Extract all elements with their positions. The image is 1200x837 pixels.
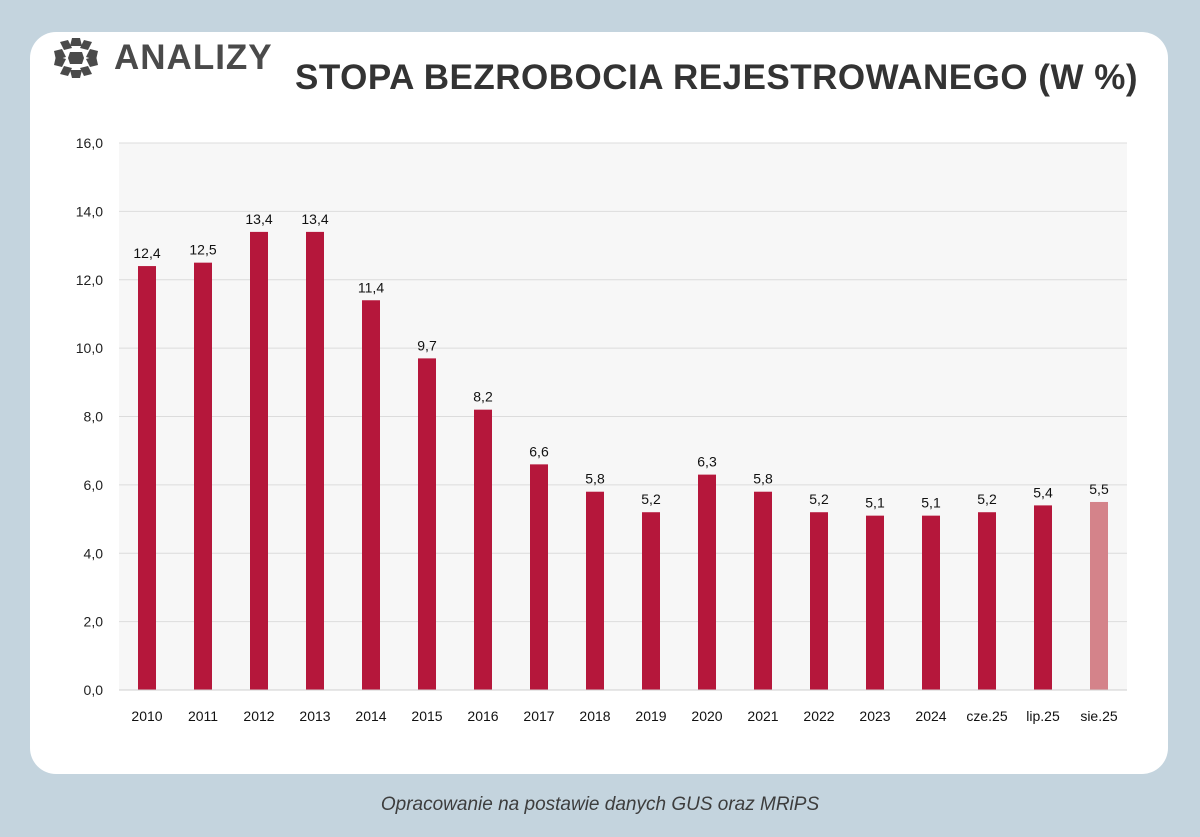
data-label: 5,1 [921,495,941,511]
x-tick-label: 2010 [131,708,162,724]
data-label: 5,5 [1089,481,1109,497]
x-tick-label: 2017 [523,708,554,724]
x-tick-label: 2018 [579,708,610,724]
x-tick-label: 2011 [188,708,218,724]
bar [138,266,156,690]
x-tick-label: 2024 [915,708,946,724]
bar [1034,505,1052,690]
bar [418,358,436,690]
x-tick-label: 2012 [243,708,274,724]
x-tick-label: 2022 [803,708,834,724]
x-tick-label: 2023 [859,708,890,724]
y-tick-label: 12,0 [76,272,103,288]
bar [866,515,884,690]
bar [978,512,996,690]
bar [1090,501,1108,690]
data-label: 13,4 [245,211,272,227]
data-label: 5,1 [865,495,885,511]
data-label: 11,4 [358,279,384,295]
data-label: 9,7 [417,337,437,353]
data-label: 6,3 [697,454,717,470]
x-tick-label: cze.25 [966,708,1007,724]
y-tick-label: 2,0 [84,614,104,630]
bar [362,300,380,690]
x-tick-label: 2014 [355,708,386,724]
bar [250,231,268,690]
x-tick-label: 2019 [635,708,666,724]
y-tick-label: 6,0 [84,477,104,493]
data-label: 12,4 [133,245,160,261]
x-tick-label: 2021 [747,708,778,724]
brand-name: ANALIZY [114,38,273,77]
data-label: 5,2 [809,491,829,507]
x-tick-label: 2016 [467,708,498,724]
bar [194,262,212,690]
source-note: Opracowanie na postawie danych GUS oraz … [380,794,820,815]
brand[interactable]: ANALIZY [52,36,273,80]
bar [530,464,548,690]
logo-icon [54,38,98,78]
x-tick-label: lip.25 [1026,708,1060,724]
bar [754,491,772,690]
data-label: 5,4 [1033,484,1053,500]
bar [306,231,324,690]
y-tick-label: 16,0 [76,135,103,151]
bar [698,474,716,690]
x-tick-label: 2013 [299,708,330,724]
x-tick-label: 2020 [691,708,722,724]
bar [586,491,604,690]
data-label: 13,4 [301,211,328,227]
y-tick-label: 8,0 [84,409,104,425]
x-tick-label: 2015 [411,708,442,724]
bar [810,512,828,690]
data-label: 12,5 [189,242,216,258]
data-label: 5,2 [977,491,997,507]
x-tick-label: sie.25 [1080,708,1118,724]
data-label: 6,6 [529,443,549,459]
data-label: 5,8 [585,471,605,487]
data-label: 5,2 [641,491,661,507]
data-label: 5,8 [753,471,773,487]
y-tick-label: 4,0 [84,545,104,561]
bar [642,512,660,690]
y-tick-label: 14,0 [76,203,103,219]
y-tick-label: 0,0 [84,682,104,698]
chart-title: STOPA BEZROBOCIA REJESTROWANEGO (W %) [295,58,1138,97]
data-label: 8,2 [473,389,493,405]
bar [922,515,940,690]
y-tick-label: 10,0 [76,340,103,356]
bar [474,409,492,690]
